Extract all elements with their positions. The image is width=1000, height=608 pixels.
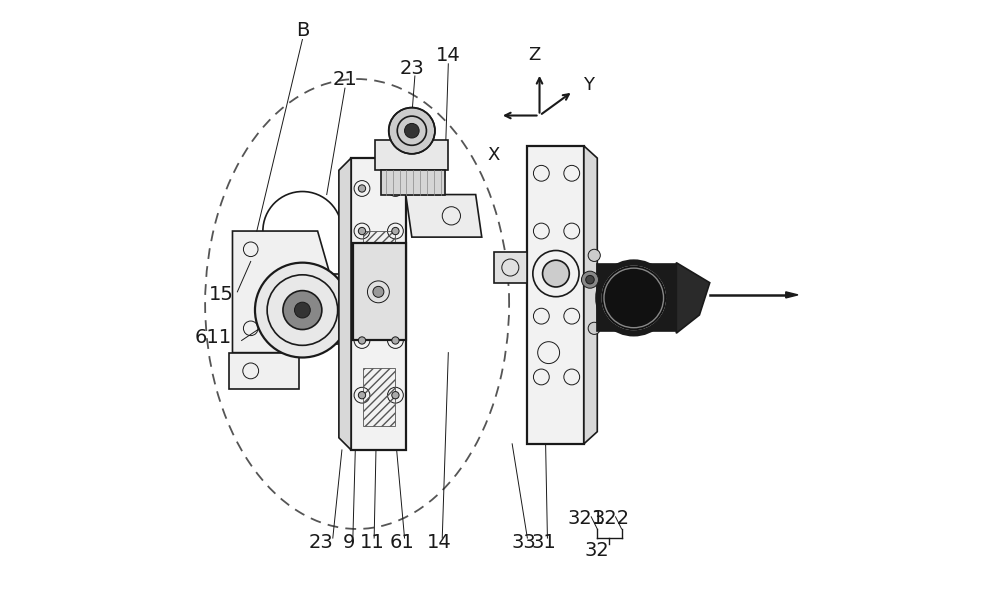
Polygon shape — [494, 252, 527, 283]
Circle shape — [358, 337, 366, 344]
Bar — [359, 158, 400, 450]
Text: 15: 15 — [209, 285, 234, 305]
Circle shape — [283, 291, 322, 330]
Circle shape — [586, 275, 594, 284]
Circle shape — [543, 260, 569, 287]
Circle shape — [392, 337, 399, 344]
Bar — [353, 243, 406, 340]
Text: X: X — [488, 146, 500, 164]
Text: B: B — [296, 21, 309, 40]
Circle shape — [358, 392, 366, 399]
Circle shape — [392, 185, 399, 192]
Polygon shape — [232, 231, 330, 353]
Text: 23: 23 — [308, 533, 333, 552]
Circle shape — [588, 249, 600, 261]
Polygon shape — [786, 292, 798, 298]
Text: 61: 61 — [389, 533, 414, 552]
Circle shape — [392, 392, 399, 399]
Circle shape — [392, 227, 399, 235]
Text: 14: 14 — [427, 533, 452, 552]
Text: Y: Y — [583, 76, 594, 94]
Circle shape — [405, 123, 419, 138]
Circle shape — [588, 322, 600, 334]
Text: Z: Z — [529, 46, 541, 64]
Polygon shape — [339, 158, 351, 450]
Polygon shape — [375, 140, 448, 170]
Bar — [363, 368, 395, 426]
Text: 14: 14 — [436, 46, 461, 66]
Text: 611: 611 — [194, 328, 232, 347]
Text: 322: 322 — [592, 508, 629, 528]
Polygon shape — [406, 195, 482, 237]
Circle shape — [600, 264, 667, 331]
Polygon shape — [229, 353, 299, 389]
Bar — [275, 274, 363, 344]
Text: 11: 11 — [360, 533, 385, 552]
Polygon shape — [381, 170, 445, 195]
Circle shape — [294, 302, 310, 318]
Polygon shape — [527, 146, 584, 444]
Polygon shape — [351, 158, 406, 450]
Circle shape — [389, 108, 435, 154]
Polygon shape — [584, 146, 597, 444]
Bar — [363, 231, 395, 304]
Polygon shape — [676, 263, 710, 333]
Circle shape — [581, 271, 598, 288]
Text: 23: 23 — [399, 58, 424, 78]
Polygon shape — [597, 264, 676, 331]
Text: 21: 21 — [333, 69, 357, 89]
Circle shape — [358, 227, 366, 235]
Circle shape — [358, 185, 366, 192]
Circle shape — [373, 286, 384, 297]
Text: 9: 9 — [343, 533, 355, 552]
Text: 321: 321 — [568, 508, 605, 528]
Circle shape — [255, 263, 350, 358]
Text: 33: 33 — [512, 533, 537, 552]
Text: 31: 31 — [531, 533, 556, 552]
Text: 32: 32 — [585, 541, 610, 560]
